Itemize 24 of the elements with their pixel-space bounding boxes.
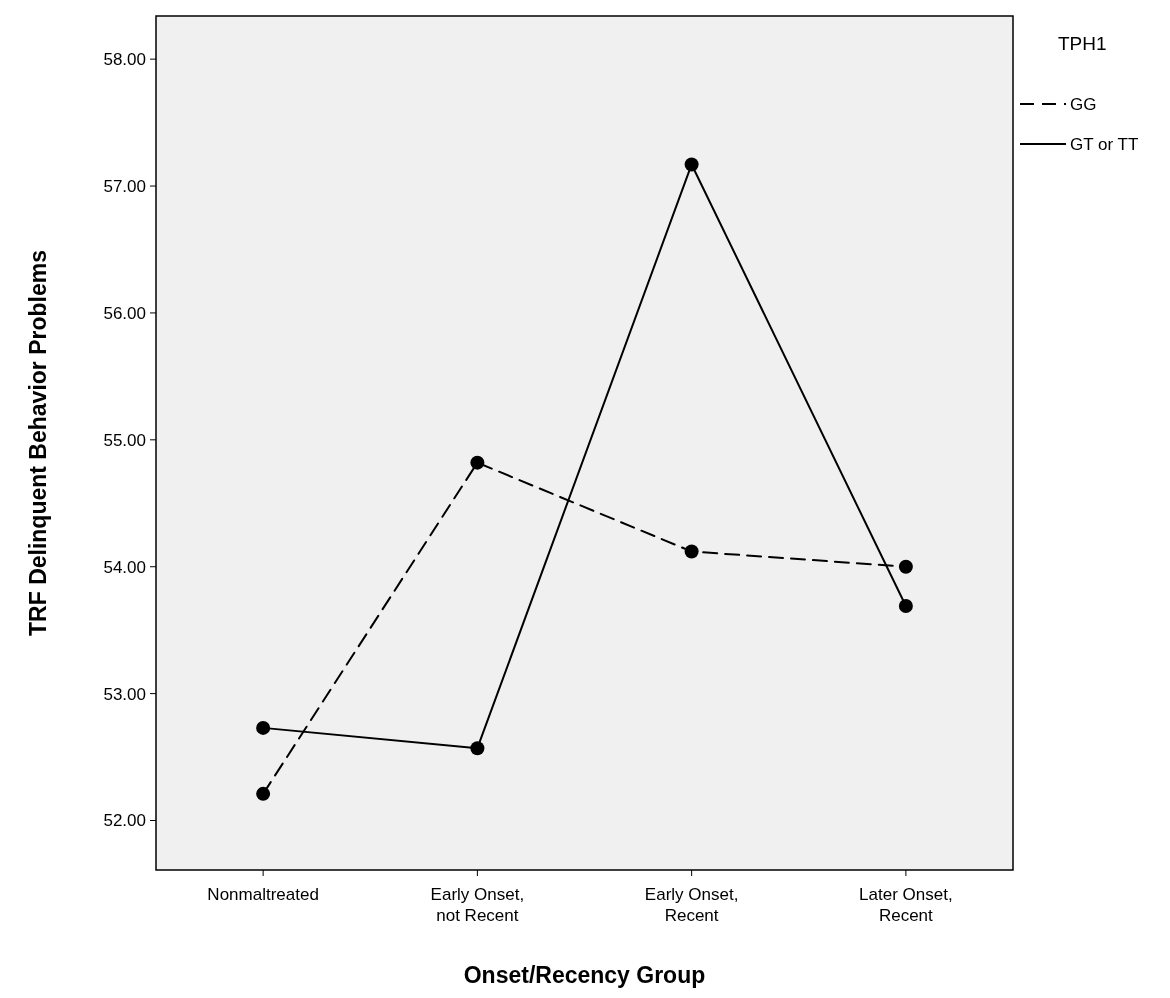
point	[470, 741, 485, 756]
y-tick-label: 52.00	[103, 811, 146, 831]
x-tick-label: Later Onset, Recent	[859, 885, 953, 925]
y-tick-label: 53.00	[103, 684, 146, 704]
point	[256, 786, 271, 801]
legend-title: TPH1	[1058, 33, 1107, 54]
y-tick-label: 57.00	[103, 176, 146, 196]
x-axis-title: Onset/Recency Group	[463, 962, 706, 988]
point	[898, 559, 913, 574]
x-tick-label: Nonmaltreated	[207, 885, 319, 904]
point	[684, 544, 699, 559]
y-tick-label: 54.00	[103, 557, 146, 577]
point	[256, 720, 271, 735]
y-tick-label: 55.00	[103, 430, 146, 450]
y-tick-label: 58.00	[103, 50, 146, 70]
legend-label: GG	[1070, 94, 1097, 114]
point	[684, 157, 699, 172]
x-tick-label: Early Onset, Recent	[644, 885, 739, 925]
point	[898, 599, 913, 614]
point	[470, 455, 485, 470]
y-tick-label: 56.00	[103, 303, 146, 323]
legend-label: GT or TT	[1070, 134, 1139, 154]
y-axis-title: TRF Delinquent Behavior Problems	[25, 250, 51, 636]
x-tick-label: Early Onset, not Recent	[430, 885, 525, 925]
